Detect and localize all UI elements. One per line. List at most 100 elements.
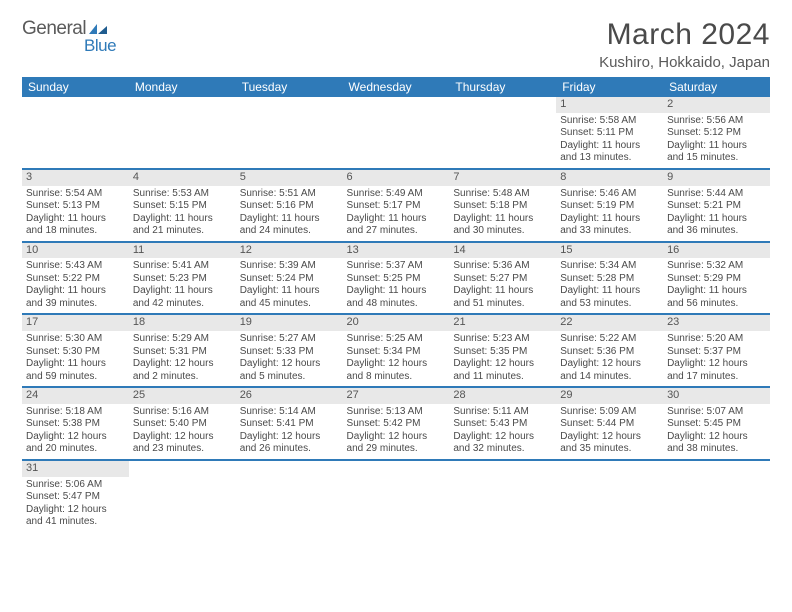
calendar-cell: 23Sunrise: 5:20 AMSunset: 5:37 PMDayligh… xyxy=(663,314,770,387)
sunrise-text: Sunrise: 5:30 AM xyxy=(26,333,125,346)
sunset-text: Sunset: 5:38 PM xyxy=(26,418,125,431)
sunset-text: Sunset: 5:29 PM xyxy=(667,273,766,286)
sunset-text: Sunset: 5:11 PM xyxy=(560,127,659,140)
sunrise-text: Sunrise: 5:43 AM xyxy=(26,260,125,273)
sunrise-text: Sunrise: 5:25 AM xyxy=(347,333,446,346)
calendar-cell: 20Sunrise: 5:25 AMSunset: 5:34 PMDayligh… xyxy=(343,314,450,387)
calendar-cell: 12Sunrise: 5:39 AMSunset: 5:24 PMDayligh… xyxy=(236,242,343,315)
sunrise-text: Sunrise: 5:11 AM xyxy=(453,406,552,419)
daylight-text: Daylight: 11 hours and 48 minutes. xyxy=(347,285,446,310)
day-number: 6 xyxy=(343,170,450,186)
weekday-header: Saturday xyxy=(663,77,770,97)
daylight-text: Daylight: 11 hours and 53 minutes. xyxy=(560,285,659,310)
daylight-text: Daylight: 12 hours and 11 minutes. xyxy=(453,358,552,383)
weekday-header: Tuesday xyxy=(236,77,343,97)
day-number: 1 xyxy=(556,97,663,113)
sunset-text: Sunset: 5:15 PM xyxy=(133,200,232,213)
calendar-cell: 30Sunrise: 5:07 AMSunset: 5:45 PMDayligh… xyxy=(663,387,770,460)
calendar-row: 24Sunrise: 5:18 AMSunset: 5:38 PMDayligh… xyxy=(22,387,770,460)
calendar-cell: 22Sunrise: 5:22 AMSunset: 5:36 PMDayligh… xyxy=(556,314,663,387)
daylight-text: Daylight: 11 hours and 24 minutes. xyxy=(240,213,339,238)
sunset-text: Sunset: 5:30 PM xyxy=(26,346,125,359)
daylight-text: Daylight: 12 hours and 20 minutes. xyxy=(26,431,125,456)
sunrise-text: Sunrise: 5:16 AM xyxy=(133,406,232,419)
sunrise-text: Sunrise: 5:27 AM xyxy=(240,333,339,346)
page-title: March 2024 xyxy=(599,18,770,52)
calendar-cell: 25Sunrise: 5:16 AMSunset: 5:40 PMDayligh… xyxy=(129,387,236,460)
calendar-row: 10Sunrise: 5:43 AMSunset: 5:22 PMDayligh… xyxy=(22,242,770,315)
calendar-cell: 5Sunrise: 5:51 AMSunset: 5:16 PMDaylight… xyxy=(236,169,343,242)
calendar-cell: 14Sunrise: 5:36 AMSunset: 5:27 PMDayligh… xyxy=(449,242,556,315)
calendar-cell: 17Sunrise: 5:30 AMSunset: 5:30 PMDayligh… xyxy=(22,314,129,387)
header: General Blue March 2024 Kushiro, Hokkaid… xyxy=(22,18,770,71)
calendar-row: 17 Sunrise: 5:30 AMSunset: 5:30 PM Dayligh… xyxy=(22,314,770,387)
sunset-text: Sunset: 5:45 PM xyxy=(667,418,766,431)
sunrise-text: Sunrise: 5:14 AM xyxy=(240,406,339,419)
sunrise-text: Sunrise: 5:22 AM xyxy=(560,333,659,346)
sunrise-text: Sunrise: 5:36 AM xyxy=(453,260,552,273)
day-number: 11 xyxy=(129,243,236,259)
daylight-text: Daylight: 11 hours and 36 minutes. xyxy=(667,213,766,238)
sunset-text: Sunset: 5:36 PM xyxy=(560,346,659,359)
calendar-cell: 15Sunrise: 5:34 AMSunset: 5:28 PMDayligh… xyxy=(556,242,663,315)
sunrise-text: Sunrise: 5:51 AM xyxy=(240,188,339,201)
calendar-cell: 29Sunrise: 5:09 AMSunset: 5:44 PMDayligh… xyxy=(556,387,663,460)
calendar-cell xyxy=(449,460,556,532)
calendar-cell xyxy=(343,460,450,532)
day-number: 10 xyxy=(22,243,129,259)
day-number: 29 xyxy=(556,388,663,404)
sunset-text: Sunset: 5:13 PM xyxy=(26,200,125,213)
day-number: 23 xyxy=(663,315,770,331)
sunrise-text: Sunrise: 5:29 AM xyxy=(133,333,232,346)
daylight-text: Daylight: 11 hours and 27 minutes. xyxy=(347,213,446,238)
logo-sail-icon xyxy=(87,22,109,36)
calendar-cell: 27Sunrise: 5:13 AMSunset: 5:42 PMDayligh… xyxy=(343,387,450,460)
daylight-text: Daylight: 11 hours and 42 minutes. xyxy=(133,285,232,310)
sunset-text: Sunset: 5:25 PM xyxy=(347,273,446,286)
location: Kushiro, Hokkaido, Japan xyxy=(599,54,770,71)
calendar-cell: 18Sunrise: 5:29 AMSunset: 5:31 PMDayligh… xyxy=(129,314,236,387)
daylight-text: Daylight: 12 hours and 26 minutes. xyxy=(240,431,339,456)
sunset-text: Sunset: 5:24 PM xyxy=(240,273,339,286)
day-number: 28 xyxy=(449,388,556,404)
day-number: 31 xyxy=(22,461,129,477)
sunrise-text: Sunrise: 5:44 AM xyxy=(667,188,766,201)
weekday-header: Wednesday xyxy=(343,77,450,97)
daylight-text: Daylight: 11 hours and 33 minutes. xyxy=(560,213,659,238)
title-block: March 2024 Kushiro, Hokkaido, Japan xyxy=(599,18,770,71)
logo-text-1: General xyxy=(22,18,86,40)
sunset-text: Sunset: 5:22 PM xyxy=(26,273,125,286)
sunrise-text: Sunrise: 5:53 AM xyxy=(133,188,232,201)
daylight-text: Daylight: 11 hours and 39 minutes. xyxy=(26,285,125,310)
sunset-text: Sunset: 5:41 PM xyxy=(240,418,339,431)
daylight-text: Daylight: 12 hours and 38 minutes. xyxy=(667,431,766,456)
calendar-cell: 21Sunrise: 5:23 AMSunset: 5:35 PMDayligh… xyxy=(449,314,556,387)
day-number: 7 xyxy=(449,170,556,186)
day-number: 4 xyxy=(129,170,236,186)
sunrise-text: Sunrise: 5:54 AM xyxy=(26,188,125,201)
sunrise-text: Sunrise: 5:13 AM xyxy=(347,406,446,419)
logo-text-2: Blue xyxy=(84,36,116,56)
calendar-cell: 10Sunrise: 5:43 AMSunset: 5:22 PMDayligh… xyxy=(22,242,129,315)
sunrise-text: Sunrise: 5:37 AM xyxy=(347,260,446,273)
sunset-text: Sunset: 5:44 PM xyxy=(560,418,659,431)
sunset-text: Sunset: 5:42 PM xyxy=(347,418,446,431)
calendar-cell xyxy=(343,97,450,169)
calendar-row: 1Sunrise: 5:58 AMSunset: 5:11 PMDaylight… xyxy=(22,97,770,169)
calendar-cell xyxy=(236,97,343,169)
calendar-cell: 7Sunrise: 5:48 AMSunset: 5:18 PMDaylight… xyxy=(449,169,556,242)
day-number: 17 xyxy=(22,315,129,331)
daylight-text: Daylight: 11 hours and 45 minutes. xyxy=(240,285,339,310)
sunset-text: Sunset: 5:35 PM xyxy=(453,346,552,359)
daylight-text: Daylight: 11 hours and 13 minutes. xyxy=(560,140,659,165)
calendar-cell: 31Sunrise: 5:06 AMSunset: 5:47 PMDayligh… xyxy=(22,460,129,532)
calendar-row: 3Sunrise: 5:54 AMSunset: 5:13 PMDaylight… xyxy=(22,169,770,242)
sunrise-text: Sunrise: 5:06 AM xyxy=(26,479,125,492)
daylight-text: Daylight: 11 hours and 21 minutes. xyxy=(133,213,232,238)
calendar-table: Sunday Monday Tuesday Wednesday Thursday… xyxy=(22,77,770,532)
calendar-cell xyxy=(449,97,556,169)
daylight-text: Daylight: 12 hours and 14 minutes. xyxy=(560,358,659,383)
calendar-cell: 16Sunrise: 5:32 AMSunset: 5:29 PMDayligh… xyxy=(663,242,770,315)
sunrise-text: Sunrise: 5:07 AM xyxy=(667,406,766,419)
daylight-text: Daylight: 12 hours and 5 minutes. xyxy=(240,358,339,383)
